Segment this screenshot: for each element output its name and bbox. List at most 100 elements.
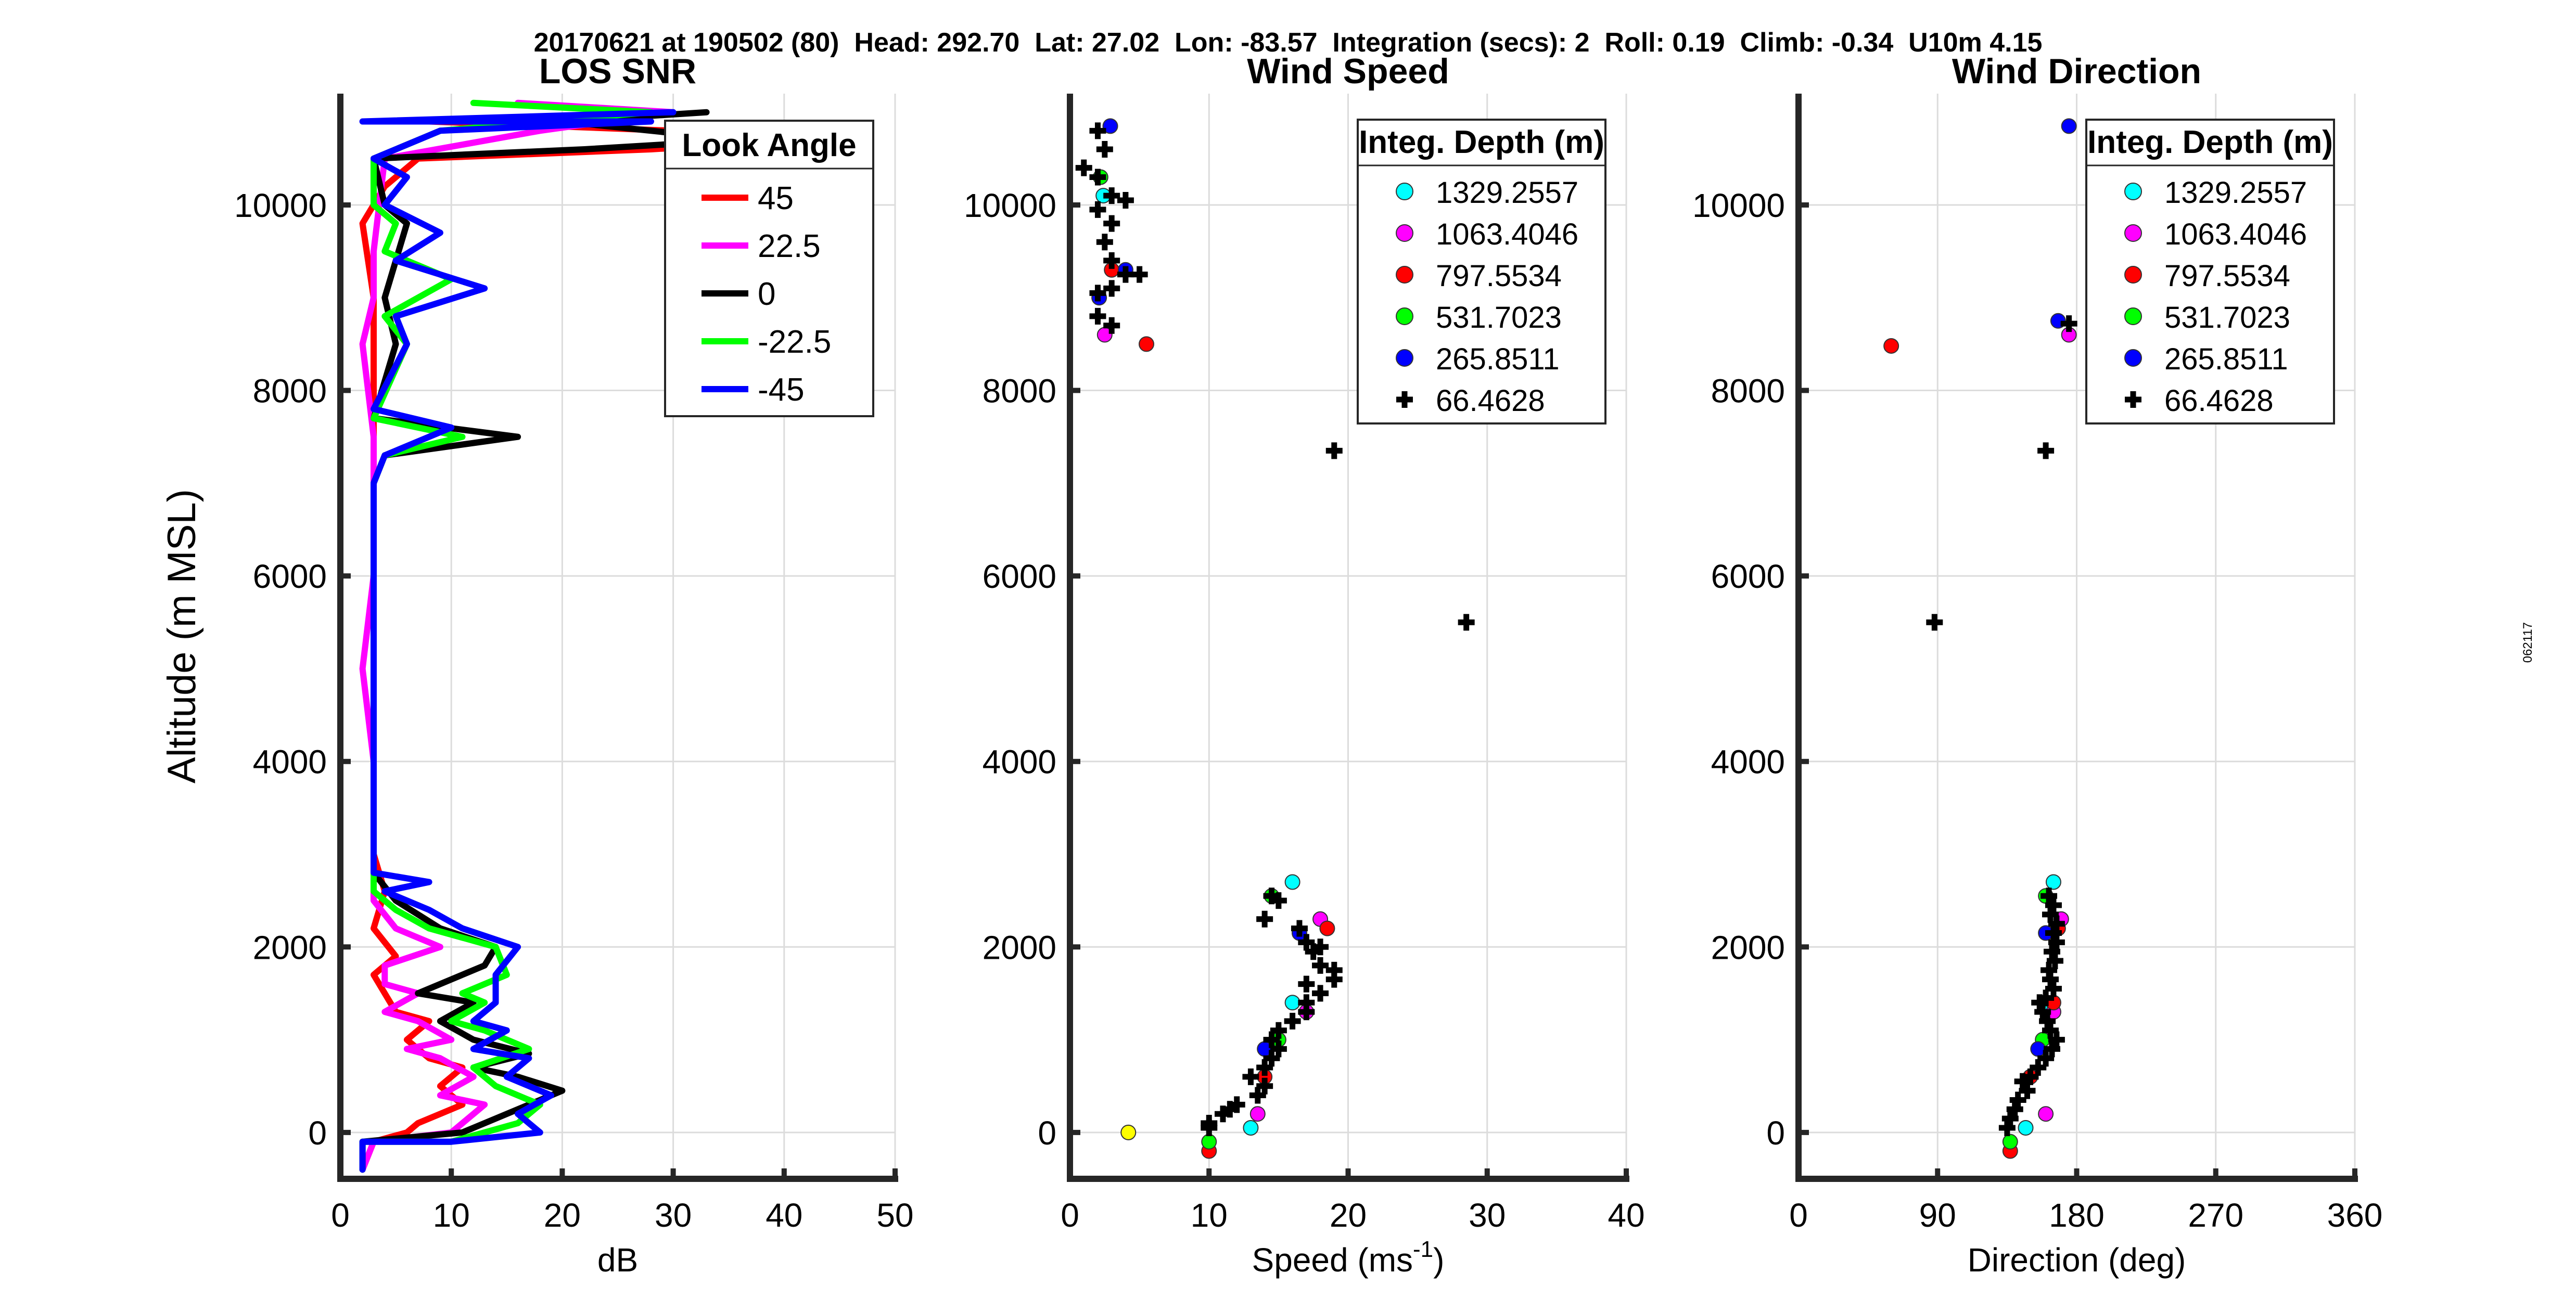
panel2-series-1329-2557-point (1243, 1120, 1259, 1136)
panel2-legend-item-1329-2557-swatch (1396, 183, 1413, 200)
panel2-series-66-4628-point (1312, 985, 1329, 1002)
panel1-series-22-5-line (359, 99, 677, 1173)
panel2-x-axis-label-superscript: -1 (1413, 1237, 1433, 1262)
panel2-series-66-4628-point (1089, 169, 1106, 186)
panel2-series-531-7023-point (1201, 1134, 1217, 1150)
panel3-series-1329-2557-point (2018, 1120, 2034, 1136)
panel3-series-66-4628-point (1926, 614, 1943, 631)
panel3-legend-item-1063-4046-label: 1063.4046 (2164, 217, 2307, 251)
panel2-legend-title: Integ. Depth (m) (1359, 124, 1604, 160)
side-tag-label: 062117 (2521, 622, 2535, 663)
panel1-x-tick-label: 50 (876, 1197, 913, 1234)
panel1-x-tick-label: 10 (433, 1197, 470, 1234)
panel2-x-tick-label: 40 (1608, 1197, 1644, 1234)
panel1-y-axis-label: Altitude (m MSL) (160, 489, 204, 783)
panel3-series-66-4628-point (2034, 1004, 2051, 1021)
panel2-series-66-4628-point (1270, 1040, 1287, 1058)
panel3-x-tick-label: 270 (2188, 1197, 2243, 1234)
panel3-y-tick-label: 8000 (1711, 372, 1785, 410)
panel3-series-66-4628-point (2045, 924, 2062, 942)
panel2-series-66-4628-point (1325, 971, 1343, 988)
panel3-series-66-4628-point (2014, 1073, 2031, 1090)
panel3-series-66-4628-point (2009, 1091, 2026, 1109)
panel2-series-66-4628-point (1103, 187, 1120, 204)
panel2-series-66-4628-point (1284, 1012, 1301, 1030)
panel3-y-tick-label: 0 (1766, 1114, 1785, 1152)
panel3-data-layer (1883, 118, 2077, 1159)
panel2-series-66-4628-point (1117, 266, 1134, 283)
panel2-x-tick-label: 20 (1330, 1197, 1367, 1234)
panel3-legend-item-797-5534-label: 797.5534 (2164, 259, 2290, 293)
panel2-legend-item-797-5534-label: 797.5534 (1436, 259, 1562, 293)
panel1-data-layer (359, 99, 810, 1173)
panel2-series-66-4628-point (1089, 201, 1106, 218)
panel3-y-tick-label: 2000 (1711, 929, 1785, 966)
panel2-series-66-4628-point (1263, 1050, 1280, 1067)
panel2-series-66-4628-point (1103, 215, 1120, 232)
panel2-series-extra-6-point (1120, 1124, 1137, 1140)
panel3-series-66-4628-point (2039, 1012, 2056, 1030)
panel3-series-66-4628-point (2037, 442, 2055, 459)
panel2-series-1329-2557-point (1284, 995, 1300, 1011)
panel3-series-66-4628-point (2043, 943, 2060, 960)
panel3-legend-item-1063-4046-swatch (2124, 224, 2142, 242)
panel1-y-tick-label: 6000 (253, 558, 327, 595)
panel2-series-66-4628-point (1131, 266, 1148, 283)
panel2-y-tick-label: 8000 (983, 372, 1056, 410)
panel2-series-797-5534-point (1138, 336, 1154, 352)
panel3-x-axis-label: Direction (deg) (1968, 1241, 2186, 1279)
panel3-legend-item-797-5534-swatch (2124, 266, 2142, 284)
panel3-series-66-4628-point (2048, 934, 2065, 951)
panel3-x-tick-label: 360 (2327, 1197, 2383, 1234)
panel2-series-66-4628-point (1298, 975, 1315, 993)
panel2-y-tick-label: 10000 (964, 187, 1056, 224)
panel1-legend-item-22-5-label: 22.5 (758, 228, 821, 264)
panel2-series-66-4628-point (1103, 317, 1120, 334)
panel2-series-66-4628-point (1117, 192, 1134, 209)
panel2-series-66-4628-point (1270, 892, 1287, 909)
panel2-series-66-4628-point (1089, 307, 1106, 325)
panel3-legend-item-531-7023-swatch (2124, 307, 2142, 325)
panel1-legend (664, 120, 874, 417)
panel3-series-531-7023-point (2002, 1134, 2018, 1150)
panel1-x-tick-label: 20 (544, 1197, 581, 1234)
panel2-x-axis-label: Speed (ms-1) (1252, 1237, 1445, 1279)
panel1-title: LOS SNR (539, 52, 696, 91)
panel3-series-66-4628-point (2037, 1050, 2055, 1067)
panel3-legend-item-265-8511-label: 265.8511 (2164, 342, 2288, 376)
panel2-series-66-4628-point (1201, 1119, 1218, 1136)
panel2-series-66-4628-point (1458, 614, 1475, 631)
panel3-x-tick-label: 0 (1789, 1197, 1808, 1234)
panel2-series-66-4628-point (1298, 1004, 1315, 1021)
figure-title: 20170621 at 190502 (80) Head: 292.70 Lat… (533, 28, 2043, 58)
panel3-series-66-4628-point (2048, 915, 2065, 932)
panel2-series-66-4628-point (1256, 1077, 1273, 1095)
panel2-legend-item-1329-2557-label: 1329.2557 (1436, 176, 1578, 210)
panel2-legend-item-1063-4046-swatch (1396, 224, 1413, 242)
panel3-legend-item-66-4628-swatch (2125, 391, 2141, 408)
panel2-legend-item-66-4628-swatch (1396, 391, 1413, 408)
panel2-series-66-4628-point (1298, 934, 1315, 951)
panel2-legend-item-797-5534-swatch (1396, 266, 1413, 284)
panel2-series-66-4628-point (1096, 140, 1113, 158)
panel2-series-66-4628-point (1089, 285, 1106, 302)
panel3-series-1329-2557-point (2045, 874, 2061, 890)
panel2-series-66-4628-point (1089, 122, 1106, 139)
panel3-x-tick-label: 90 (1919, 1197, 1956, 1234)
panel2-series-66-4628-point (1256, 910, 1273, 928)
panel3-title: Wind Direction (1952, 52, 2201, 91)
panel2-series-66-4628-point (1305, 943, 1322, 960)
panel3-series-66-4628-point (2042, 1022, 2059, 1039)
panel2-y-tick-label: 2000 (983, 929, 1056, 966)
panel1-y-tick-label: 2000 (253, 929, 327, 966)
panel3-series-66-4628-point (2001, 1110, 2019, 1127)
panel3-series-66-4628-point (2046, 953, 2063, 970)
panel2-x-axis-label-end: ) (1433, 1241, 1444, 1279)
panel1-legend-item-0-label: 0 (758, 276, 775, 312)
panel1-x-axis-label-text: dB (597, 1241, 638, 1279)
panel3-series-66-4628-point (2043, 1040, 2060, 1058)
panel2-series-66-4628-point (1242, 1068, 1259, 1085)
panel3-y-tick-label: 10000 (1692, 187, 1785, 224)
